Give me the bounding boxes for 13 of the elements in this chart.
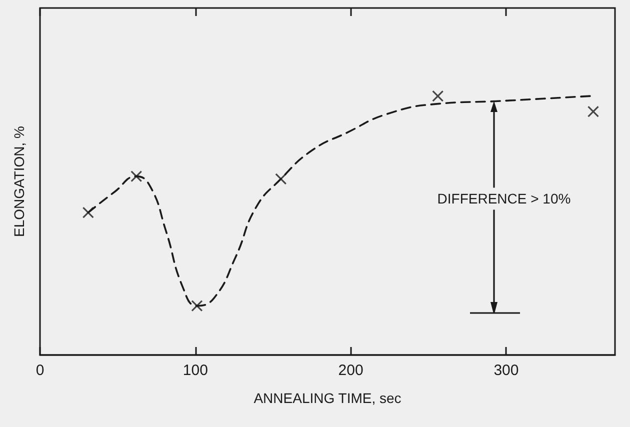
x-tick-label: 100: [182, 362, 208, 379]
point: [130, 170, 142, 182]
x-tick-label: 300: [494, 362, 519, 379]
annotation: DIFFERENCE > 10%: [437, 190, 571, 207]
x-tick-label: 0: [36, 362, 44, 379]
y-axis-title: ELONGATION, %: [11, 126, 27, 237]
point: [191, 300, 203, 312]
x-axis-title: ANNEALING TIME, sec: [254, 390, 402, 406]
x-tick-label: 200: [338, 362, 364, 379]
point: [587, 106, 600, 118]
point: [275, 173, 287, 185]
point: [432, 90, 444, 102]
point: [82, 206, 94, 218]
